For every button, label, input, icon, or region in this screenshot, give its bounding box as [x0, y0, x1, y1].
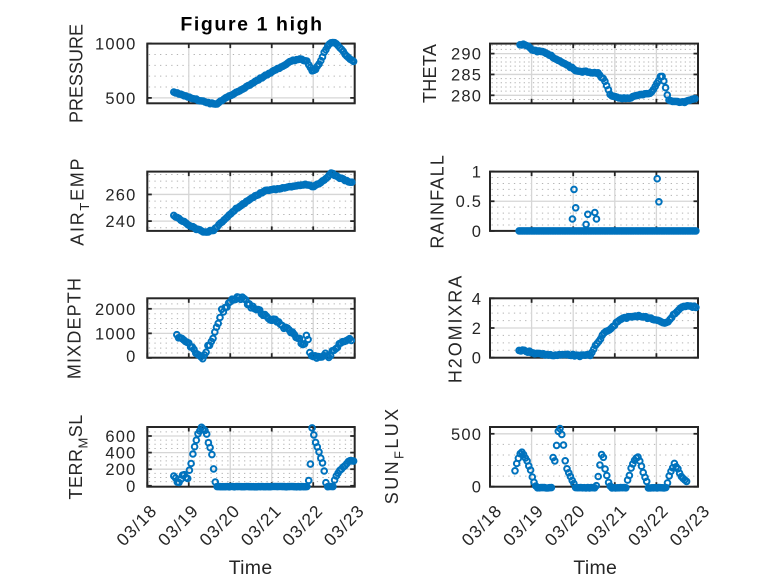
- svg-text:600: 600: [105, 428, 136, 446]
- svg-text:0: 0: [126, 348, 136, 366]
- svg-text:RAINFALL: RAINFALL: [428, 154, 448, 249]
- svg-text:1000: 1000: [95, 325, 137, 343]
- svg-text:285: 285: [451, 66, 482, 84]
- svg-text:Time: Time: [573, 557, 617, 579]
- svg-text:2: 2: [472, 320, 482, 338]
- svg-text:TERRM​SL: TERRM​SL: [66, 414, 91, 499]
- svg-text:1000: 1000: [95, 36, 137, 54]
- svg-text:1: 1: [472, 164, 482, 182]
- svg-text:H2OMIXRA: H2OMIXRA: [446, 274, 466, 383]
- svg-text:AIRT​EMP: AIRT​EMP: [67, 157, 92, 246]
- svg-text:200: 200: [105, 461, 136, 479]
- svg-text:Figure 1 high: Figure 1 high: [180, 14, 323, 36]
- svg-text:PRESSURE: PRESSURE: [66, 24, 86, 123]
- svg-text:Time: Time: [229, 557, 273, 579]
- svg-text:290: 290: [451, 46, 482, 64]
- svg-text:500: 500: [451, 426, 482, 444]
- svg-text:260: 260: [105, 186, 136, 204]
- svg-text:240: 240: [105, 213, 136, 231]
- svg-text:400: 400: [105, 445, 136, 463]
- svg-text:280: 280: [451, 87, 482, 105]
- svg-text:0: 0: [472, 350, 482, 368]
- svg-text:THETA: THETA: [420, 44, 440, 103]
- svg-text:500: 500: [105, 90, 136, 108]
- svg-text:0: 0: [126, 478, 136, 496]
- svg-text:4: 4: [472, 290, 482, 308]
- svg-text:MIXDEPTH: MIXDEPTH: [65, 277, 85, 379]
- svg-text:SUNF​LUX: SUNF​LUX: [382, 406, 407, 504]
- svg-text:0: 0: [472, 223, 482, 241]
- svg-text:0.5: 0.5: [456, 193, 483, 211]
- svg-text:2000: 2000: [95, 301, 137, 319]
- svg-text:0: 0: [472, 479, 482, 497]
